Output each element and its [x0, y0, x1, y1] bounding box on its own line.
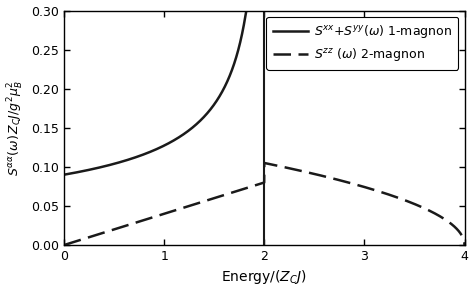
$S^{zz}$ ($\omega$) 2-magnon: [61, 243, 67, 247]
$S^{xx}$+$S^{yy}$($\omega$) 1-magnon: [146, 150, 152, 154]
$S^{zz}$ ($\omega$) 2-magnon: [82, 237, 87, 240]
$S^{xx}$+$S^{yy}$($\omega$) 1-magnon: [84, 168, 90, 172]
$S^{xx}$+$S^{yy}$($\omega$) 1-magnon: [61, 173, 67, 176]
Y-axis label: $S^{\alpha\alpha}(\omega)\, Z_C J/g^2 \mu_B^2$: $S^{\alpha\alpha}(\omega)\, Z_C J/g^2 \m…: [6, 80, 26, 175]
$S^{zz}$ ($\omega$) 2-magnon: [450, 223, 456, 227]
$S^{zz}$ ($\omega$) 2-magnon: [246, 186, 251, 189]
$S^{xx}$+$S^{yy}$($\omega$) 1-magnon: [244, 7, 249, 11]
Legend: $S^{xx}$+$S^{yy}$($\omega$) 1-magnon, $S^{zz}$ ($\omega$) 2-magnon: $S^{xx}$+$S^{yy}$($\omega$) 1-magnon, $S…: [266, 17, 458, 69]
$S^{xx}$+$S^{yy}$($\omega$) 1-magnon: [138, 154, 144, 157]
X-axis label: Energy/$(Z_C J)$: Energy/$(Z_C J)$: [221, 268, 307, 286]
$S^{xx}$+$S^{yy}$($\omega$) 1-magnon: [96, 166, 101, 169]
$S^{zz}$ ($\omega$) 2-magnon: [377, 190, 383, 193]
$S^{xx}$+$S^{yy}$($\omega$) 1-magnon: [236, 47, 241, 51]
$S^{zz}$ ($\omega$) 2-magnon: [262, 161, 267, 165]
Line: $S^{zz}$ ($\omega$) 2-magnon: $S^{zz}$ ($\omega$) 2-magnon: [64, 163, 465, 245]
$S^{xx}$+$S^{yy}$($\omega$) 1-magnon: [261, 7, 267, 11]
Line: $S^{xx}$+$S^{yy}$($\omega$) 1-magnon: $S^{xx}$+$S^{yy}$($\omega$) 1-magnon: [64, 9, 264, 175]
$S^{zz}$ ($\omega$) 2-magnon: [256, 182, 262, 186]
$S^{xx}$+$S^{yy}$($\omega$) 1-magnon: [257, 7, 263, 11]
$S^{zz}$ ($\omega$) 2-magnon: [450, 224, 456, 227]
$S^{zz}$ ($\omega$) 2-magnon: [462, 243, 467, 247]
